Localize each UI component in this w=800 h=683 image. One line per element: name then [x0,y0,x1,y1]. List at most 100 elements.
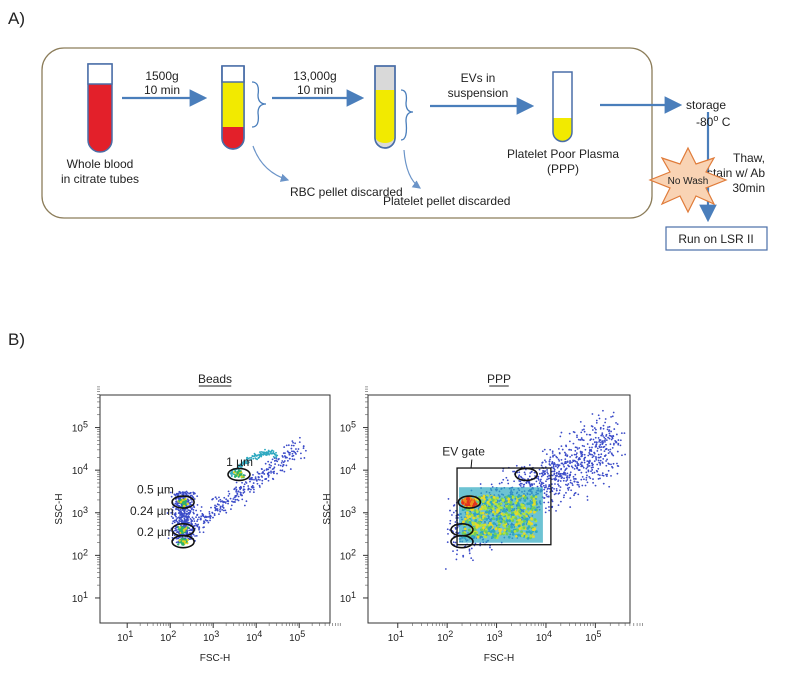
scatter-dot [175,541,178,544]
scatter-dot [572,475,575,478]
caption: storage [686,98,726,112]
tick-base: 10 [340,466,352,477]
scatter-dot [588,433,591,436]
scatter-dot [276,460,279,463]
tick-base: 10 [160,633,172,644]
tick-base: 10 [340,594,352,605]
scatter-dot [176,508,179,510]
scatter-dot [560,445,563,448]
scatter-dot [474,518,478,522]
scatter-dot [181,540,185,543]
y-tick-label: 105 [340,420,356,435]
scatter-dot [507,525,511,528]
scatter-dot [502,478,505,481]
scatter-dot [502,516,506,520]
scatter-dot [555,488,558,490]
scatter-dot [586,460,589,462]
scatter-dot [203,526,205,529]
scatter-dot [175,529,178,531]
scatter-dot [198,516,200,519]
scatter-dot [194,535,196,537]
scatter-dot [498,516,502,520]
scatter-dot [502,509,506,513]
scatter-dot [605,439,608,441]
scatter-dot [257,478,260,481]
scatter-dot [595,419,598,422]
y-tick-label: 105 [72,420,88,435]
scatter-dot [598,461,601,464]
scatter-dot [187,521,190,524]
scatter-dot [279,469,282,472]
scatter-dot [473,531,477,535]
scatter-dot [170,512,173,514]
scatter-dot [551,462,554,465]
temp: -80 [696,115,714,129]
scatter-dot [475,510,479,514]
tick-exp: 3 [498,629,503,639]
scatter-dot [270,464,272,467]
scatter-dot [548,463,551,465]
scatter-dot [522,526,526,530]
scatter-dot [545,460,547,463]
scatter-dot [616,423,619,425]
scatter-dot [499,520,503,524]
scatter-dot [588,450,591,452]
scatter-dot [186,531,189,534]
scatter-dot [594,431,596,434]
scatter-dot [279,464,282,467]
scatter-dot [555,472,558,475]
scatter-dot [186,519,189,521]
scatter-dot [470,513,474,517]
scatter-dot [548,474,551,477]
scatter-dot [270,472,272,474]
scatter-dot [191,523,193,525]
scatter-dot [611,453,614,456]
scatter-dot [559,475,562,478]
scatter-dot [603,436,606,439]
scatter-dot [489,500,493,504]
scatter-dot [198,531,201,534]
scatter-dot [175,515,177,518]
scatter-dot [545,494,548,496]
scatter-dot [252,486,255,489]
scatter-dot [286,456,288,459]
scatter-dot [545,490,548,493]
tick-exp: 3 [83,505,88,515]
scatter-dot [584,484,587,487]
scatter-dot [211,511,214,514]
scatter-dot [503,524,507,528]
scatter-dot [574,449,577,452]
scatter-dot [447,498,450,500]
scatter-dot [272,455,275,458]
scatter-dot [611,466,614,469]
scatter-dot [619,439,622,442]
scatter-dot [247,485,250,487]
scatter-dot [444,568,447,570]
scatter-dot [590,466,593,469]
scatter-dot [239,463,242,466]
scatter-dot [556,474,558,477]
scatter-dot [186,498,189,501]
scatter-dot [251,478,254,481]
scatter-dot [507,482,510,485]
scatter-dot [498,482,501,485]
scatter-dot [563,477,565,480]
caption: Whole blood [67,157,134,171]
scatter-dot [281,469,283,472]
tick-exp: 1 [83,590,88,600]
scatter-dot [566,460,569,463]
scatter-dot [542,484,545,487]
tube [552,71,573,143]
scatter-dot [602,435,604,437]
tube [221,65,245,150]
scatter-dot [188,529,191,532]
scatter-dot [268,463,271,466]
scatter-dot [454,526,457,529]
caption: (PPP) [547,162,579,176]
scatter-dot [237,490,240,493]
scatter-dot [192,511,195,514]
scatter-dot [456,553,458,556]
scatter-dot [277,464,280,466]
scatter-dot [253,478,255,481]
scatter-dot [562,463,565,466]
